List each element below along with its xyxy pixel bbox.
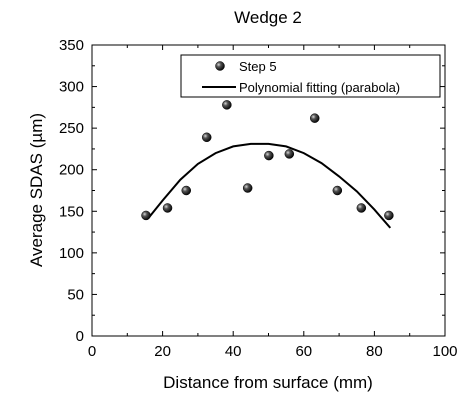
- data-point: [384, 210, 394, 221]
- chart-title: Wedge 2: [234, 8, 302, 27]
- data-point: [181, 185, 192, 196]
- data-point: [242, 183, 253, 193]
- y-tick-label: 0: [76, 328, 84, 345]
- legend: Step 5 Polynomial fitting (parabola): [180, 54, 441, 98]
- x-tick-label: 80: [366, 343, 383, 360]
- data-point: [284, 149, 295, 159]
- y-axis: 0 50 100 150 200 250 300 350: [59, 37, 445, 345]
- legend-label-parabola: Polynomial fitting (parabola): [239, 80, 400, 95]
- legend-box: [180, 54, 441, 98]
- y-tick-label: 350: [59, 37, 84, 54]
- data-point: [309, 113, 320, 123]
- x-axis-label: Distance from surface (mm): [163, 373, 373, 392]
- y-tick-label: 300: [59, 79, 84, 96]
- y-axis-label: Average SDAS (µm): [27, 113, 46, 267]
- legend-marker-step-5: [215, 61, 225, 71]
- x-tick-label: 0: [88, 343, 96, 360]
- y-tick-label: 250: [59, 120, 84, 137]
- data-point: [264, 150, 274, 161]
- data-point: [162, 203, 173, 213]
- data-point: [141, 210, 151, 221]
- y-tick-label: 50: [67, 286, 84, 303]
- fit-line: [148, 142, 392, 229]
- data-point: [222, 100, 232, 110]
- x-tick-label: 20: [154, 343, 171, 360]
- series-layer: [141, 100, 394, 229]
- x-tick-label: 60: [295, 343, 312, 360]
- y-tick-label: 100: [59, 245, 84, 262]
- x-tick-label: 100: [432, 343, 457, 360]
- x-tick-label: 40: [225, 343, 242, 360]
- x-axis: 0 20 40 60 80 100: [88, 45, 458, 360]
- y-tick-label: 150: [59, 203, 84, 220]
- data-point: [356, 203, 367, 213]
- y-tick-label: 200: [59, 162, 84, 179]
- legend-label-step-5: Step 5: [239, 59, 277, 74]
- data-point: [201, 132, 212, 143]
- data-point: [332, 185, 343, 196]
